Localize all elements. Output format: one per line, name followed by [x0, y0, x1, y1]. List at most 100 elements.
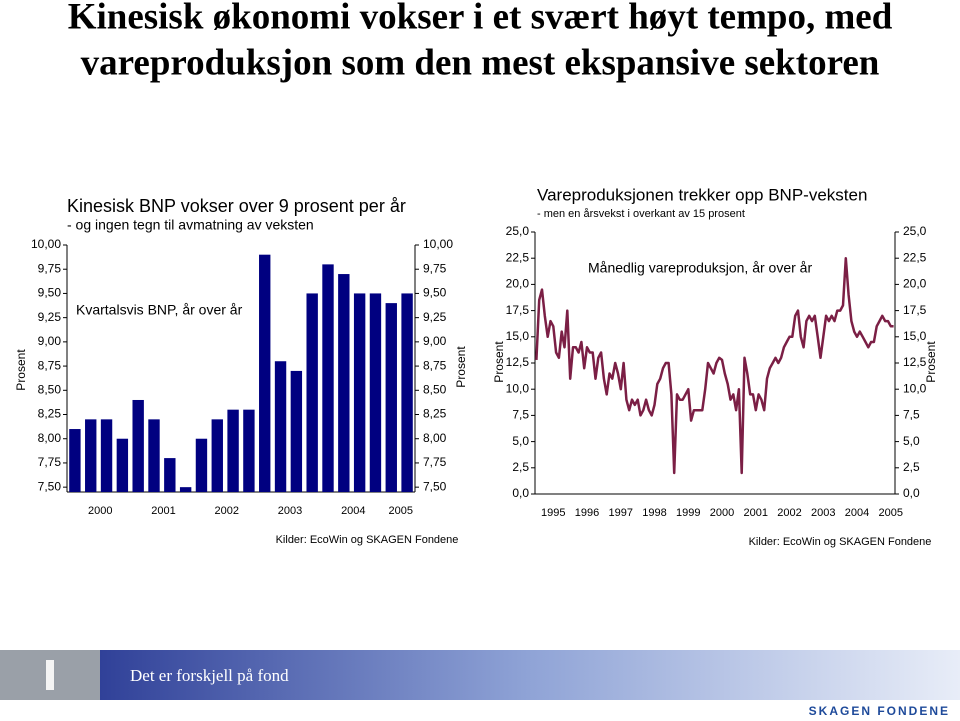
x-tick-label: 1996: [575, 507, 599, 519]
y2-tick-label: 8,25: [423, 407, 447, 421]
y2-tick-label: 15,0: [903, 329, 927, 343]
bar: [322, 264, 334, 492]
y-tick-label: 2,5: [512, 460, 529, 474]
x-tick-label: 2005: [879, 507, 903, 519]
bar: [243, 409, 255, 492]
bar: [385, 303, 397, 492]
y2-tick-label: 7,50: [423, 479, 447, 493]
y2-tick-label: 20,0: [903, 277, 927, 291]
y2-tick-label: 9,75: [423, 261, 447, 275]
bar: [116, 438, 129, 492]
x-tick-label: 2004: [845, 507, 869, 519]
y-tick-label: 8,75: [38, 358, 62, 372]
bar: [85, 419, 97, 492]
chart-subtitle: - men en årsvekst i overkant av 15 prose…: [537, 208, 745, 220]
source: Kilder: EcoWin og SKAGEN Fondene: [749, 536, 932, 548]
bar: [179, 487, 192, 492]
y-tick-label: 12,5: [506, 355, 530, 369]
y2-tick-label: 17,5: [903, 303, 927, 317]
bar: [401, 293, 413, 492]
lighthouse: [46, 660, 54, 690]
chart-subtitle: - og ingen tegn til avmatning av veksten: [67, 217, 314, 233]
slide-title: vareproduksjon som den mest ekspansive s…: [81, 42, 880, 83]
y2-tick-label: 22,5: [903, 250, 927, 264]
y-axis-label: Prosent: [14, 349, 28, 391]
slide-title: Kinesisk økonomi vokser i et svært høyt …: [68, 0, 893, 37]
bar: [69, 429, 81, 492]
x-tick-label: 1995: [541, 507, 565, 519]
bar: [100, 419, 113, 492]
legend-label: Kvartalsvis BNP, år over år: [76, 302, 243, 318]
x-tick-label: 1998: [642, 507, 666, 519]
y-tick-label: 9,75: [38, 261, 62, 275]
y2-tick-label: 7,75: [423, 455, 447, 469]
footer-text: Det er forskjell på fond: [130, 666, 289, 685]
bar: [195, 438, 208, 492]
x-tick-label: 2002: [777, 507, 801, 519]
y2-tick-label: 0,0: [903, 486, 920, 500]
y-tick-label: 9,50: [38, 286, 62, 300]
bar: [306, 293, 318, 492]
bar: [148, 419, 160, 492]
bar: [338, 274, 350, 492]
x-tick-label: 1997: [609, 507, 633, 519]
y-tick-label: 7,5: [512, 408, 529, 422]
y2-tick-label: 10,0: [903, 381, 927, 395]
y-tick-label: 20,0: [506, 277, 530, 291]
y2-tick-label: 10,00: [423, 237, 453, 251]
y2-tick-label: 8,75: [423, 358, 447, 372]
x-tick-label: 2001: [744, 507, 768, 519]
logo: SKAGEN FONDENE: [809, 704, 950, 718]
chart-title: Kinesisk BNP vokser over 9 prosent per å…: [67, 196, 406, 216]
y-tick-label: 0,0: [512, 486, 529, 500]
x-tick-label: 1999: [676, 507, 700, 519]
y2-tick-label: 7,5: [903, 408, 920, 422]
x-tick-label: 2003: [811, 507, 835, 519]
x-tick-label: 2002: [215, 505, 239, 517]
y-tick-label: 15,0: [506, 329, 530, 343]
y-tick-label: 7,50: [38, 479, 62, 493]
bar: [259, 254, 271, 492]
x-tick-label: 2000: [710, 507, 734, 519]
x-tick-label: 2001: [151, 505, 175, 517]
bar: [290, 370, 303, 492]
x-tick-label: 2005: [389, 505, 413, 517]
x-tick-label: 2003: [278, 505, 302, 517]
bar: [227, 409, 239, 492]
y-tick-label: 7,75: [38, 455, 62, 469]
legend-label: Månedlig vareproduksjon, år over år: [588, 260, 812, 276]
y2-tick-label: 5,0: [903, 434, 920, 448]
x-tick-label: 2000: [88, 505, 112, 517]
y2-axis-label: Prosent: [454, 346, 468, 388]
y2-axis-label: Prosent: [924, 341, 938, 383]
y2-tick-label: 12,5: [903, 355, 927, 369]
y-tick-label: 22,5: [506, 250, 530, 264]
y-tick-label: 8,25: [38, 407, 62, 421]
source: Kilder: EcoWin og SKAGEN Fondene: [276, 534, 459, 546]
chart-title: Vareproduksjonen trekker opp BNP-veksten: [537, 185, 867, 204]
bar: [132, 399, 144, 492]
y2-tick-label: 25,0: [903, 224, 927, 238]
y-tick-label: 8,50: [38, 382, 62, 396]
y-tick-label: 25,0: [506, 224, 530, 238]
y2-tick-label: 9,50: [423, 286, 447, 300]
y2-tick-label: 9,25: [423, 310, 447, 324]
bar: [353, 293, 366, 492]
y-tick-label: 8,00: [38, 431, 62, 445]
y2-tick-label: 2,5: [903, 460, 920, 474]
bar: [164, 458, 176, 492]
y-tick-label: 9,25: [38, 310, 62, 324]
bar: [369, 293, 382, 492]
x-tick-label: 2004: [341, 505, 365, 517]
bar: [211, 419, 223, 492]
y2-tick-label: 8,00: [423, 431, 447, 445]
y-tick-label: 9,00: [38, 334, 62, 348]
y-tick-label: 10,0: [506, 381, 530, 395]
y-tick-label: 17,5: [506, 303, 530, 317]
y-tick-label: 5,0: [512, 434, 529, 448]
line: [535, 256, 894, 475]
y2-tick-label: 8,50: [423, 382, 447, 396]
footer-band: [0, 650, 960, 700]
y-tick-label: 10,00: [31, 237, 61, 251]
